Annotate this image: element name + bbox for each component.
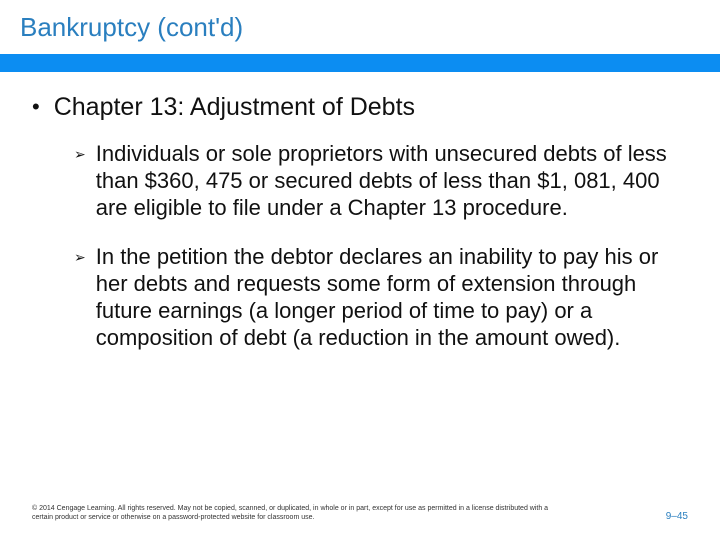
copyright-text: © 2014 Cengage Learning. All rights rese… [32, 504, 552, 522]
arrow-bullet-icon: ➢ [74, 146, 86, 163]
dot-bullet-icon: • [32, 92, 40, 122]
list-item: ➢ In the petition the debtor declares an… [74, 243, 684, 351]
slide-title: Bankruptcy (cont'd) [20, 12, 720, 43]
list-item: ➢ Individuals or sole proprietors with u… [74, 140, 684, 221]
chapter-heading: Chapter 13: Adjustment of Debts [54, 92, 415, 122]
bullet-text: In the petition the debtor declares an i… [96, 243, 684, 351]
footer: © 2014 Cengage Learning. All rights rese… [32, 504, 688, 522]
page-number: 9–45 [666, 511, 688, 522]
bullet-text: Individuals or sole proprietors with uns… [96, 140, 684, 221]
content-area: • Chapter 13: Adjustment of Debts ➢ Indi… [0, 72, 720, 351]
title-stripe [0, 54, 720, 72]
arrow-bullet-icon: ➢ [74, 249, 86, 266]
title-bar: Bankruptcy (cont'd) [0, 0, 720, 54]
chapter-line: • Chapter 13: Adjustment of Debts [32, 92, 684, 122]
